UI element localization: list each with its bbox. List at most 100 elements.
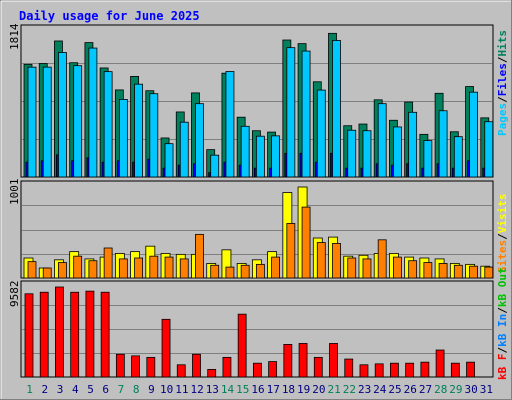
bar-kbytes-day-30 [466, 361, 475, 378]
legend-item-sep2: / [496, 56, 509, 63]
panel-visits-sites [20, 180, 494, 279]
bar-sites-day-26 [408, 260, 418, 279]
legend-item-sites: Sites [496, 240, 509, 273]
bar-kbytes-day-21 [329, 343, 338, 378]
bar-kbytes-day-2 [39, 291, 49, 378]
ymax-label-visits: 1001 [8, 179, 21, 206]
day-label-30: 30 [465, 383, 478, 396]
bar-sites-day-8 [134, 257, 143, 279]
day-label-11: 11 [175, 383, 188, 396]
day-label-9: 9 [148, 383, 155, 396]
bar-pages-day-30 [469, 91, 478, 178]
legend-item-kb_in: kB In [496, 314, 509, 347]
legend-item-files: Files [496, 63, 509, 96]
bar-sites-day-22 [347, 257, 357, 279]
bar-sites-day-6 [103, 247, 113, 279]
bar-pages-day-11 [179, 121, 189, 178]
bar-sites-day-23 [362, 258, 372, 279]
day-label-29: 29 [449, 383, 462, 396]
day-label-20: 20 [312, 383, 325, 396]
day-label-28: 28 [434, 383, 447, 396]
bar-sites-day-1 [27, 261, 37, 279]
legend-item-kb_f: kB F [496, 354, 509, 381]
day-label-2: 2 [42, 383, 49, 396]
day-label-10: 10 [160, 383, 173, 396]
bar-pages-day-12 [195, 103, 204, 178]
bar-kbytes-day-23 [359, 364, 369, 378]
day-label-19: 19 [297, 383, 310, 396]
bar-kbytes-day-9 [146, 356, 156, 378]
day-label-26: 26 [404, 383, 417, 396]
day-label-25: 25 [388, 383, 401, 396]
bar-pages-day-18 [286, 47, 296, 178]
day-label-22: 22 [343, 383, 356, 396]
bar-pages-day-5 [88, 47, 98, 178]
bar-pages-day-4 [73, 65, 83, 178]
bar-sites-day-17 [271, 256, 281, 279]
bar-sites-day-30 [469, 265, 478, 279]
ymax-label-hits: 1814 [8, 23, 21, 50]
bar-sites-day-21 [332, 243, 341, 279]
panel-kbytes [20, 280, 494, 378]
bar-pages-day-27 [423, 140, 433, 178]
bar-pages-day-3 [58, 52, 67, 178]
bar-pages-day-8 [134, 83, 143, 178]
bar-sites-day-18 [286, 223, 296, 279]
bar-pages-day-25 [393, 126, 402, 178]
bar-pages-day-26 [408, 111, 418, 178]
legend-item-hits: Hits [496, 30, 509, 57]
bar-sites-day-11 [179, 258, 189, 279]
day-label-7: 7 [118, 383, 125, 396]
day-label-3: 3 [57, 383, 64, 396]
bar-kbytes-day-8 [131, 355, 140, 378]
bar-sites-day-15 [240, 264, 250, 279]
day-label-14: 14 [221, 383, 235, 396]
bar-sites-day-28 [438, 263, 448, 279]
legend-item-sep1: / [496, 96, 509, 103]
bar-pages-day-13 [210, 154, 220, 178]
panel-hits-files-pages [20, 24, 494, 178]
day-label-4: 4 [72, 383, 79, 396]
day-label-8: 8 [133, 383, 140, 396]
bar-sites-day-20 [316, 242, 326, 279]
chart-title: Daily usage for June 2025 [19, 9, 200, 23]
bar-kbytes-day-28 [435, 349, 445, 378]
bar-sites-day-25 [393, 256, 402, 279]
bar-pages-day-14 [225, 71, 235, 178]
legend-kbytes: kB F/kB In/kB Out [496, 267, 509, 380]
bar-kbytes-day-13 [207, 368, 217, 378]
day-label-23: 23 [358, 383, 371, 396]
bar-sites-day-13 [210, 264, 220, 279]
bar-pages-day-9 [149, 93, 159, 178]
bar-kbytes-day-12 [192, 353, 201, 378]
bar-kbytes-day-18 [283, 344, 293, 378]
bar-kbytes-day-7 [115, 353, 125, 378]
bar-sites-day-7 [118, 258, 128, 279]
bar-kbytes-day-1 [24, 293, 34, 378]
bar-pages-day-31 [484, 121, 494, 178]
bar-sites-day-12 [195, 233, 204, 279]
bar-pages-day-1 [27, 66, 37, 178]
bar-pages-day-19 [301, 50, 311, 178]
legend-item-sep2: / [496, 307, 509, 314]
bar-kbytes-day-15 [237, 313, 247, 378]
bar-pages-day-21 [332, 40, 341, 178]
bar-kbytes-day-4 [70, 291, 80, 378]
bar-sites-day-16 [255, 263, 265, 279]
bar-sites-day-24 [377, 239, 387, 279]
bar-kbytes-day-27 [420, 361, 430, 378]
bar-kbytes-day-17 [268, 361, 278, 378]
bar-kbytes-day-26 [405, 362, 415, 378]
bar-sites-day-27 [423, 262, 433, 279]
bar-pages-day-6 [103, 71, 113, 178]
bar-kbytes-day-10 [161, 318, 171, 378]
day-label-15: 15 [236, 383, 249, 396]
bar-pages-day-28 [438, 110, 448, 178]
bar-sites-day-4 [73, 255, 83, 279]
bar-sites-day-5 [88, 260, 98, 279]
day-label-24: 24 [373, 383, 387, 396]
bar-pages-day-23 [362, 130, 372, 178]
bar-kbytes-day-11 [176, 364, 186, 378]
